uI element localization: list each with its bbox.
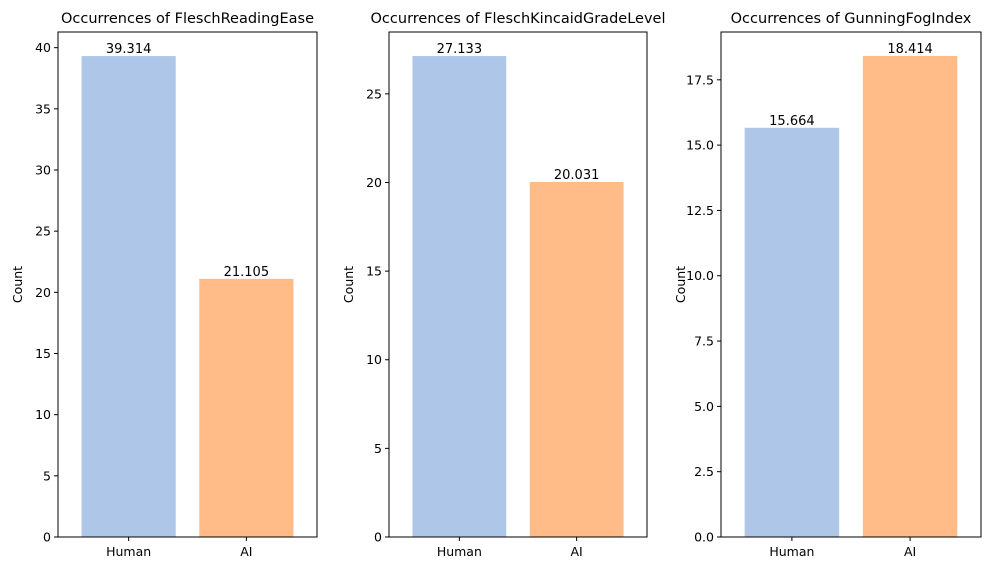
bar-human	[744, 127, 840, 537]
x-tick-label: Human	[106, 544, 151, 559]
y-tick-label: 0	[374, 530, 382, 545]
bar-human	[81, 56, 176, 537]
axes-frame	[720, 31, 982, 538]
y-tick-label: 10	[35, 407, 51, 422]
axes-frame	[388, 31, 648, 538]
y-axis-label: Count	[10, 266, 25, 303]
y-tick-label: 25	[35, 224, 51, 239]
bar-value-label: 15.664	[769, 114, 815, 129]
y-tick-label: 10.0	[686, 268, 714, 283]
y-tick-label: 25	[366, 86, 382, 101]
y-axis-label: Count	[341, 266, 356, 303]
y-tick-label: 0	[43, 530, 51, 545]
x-tick-label: Human	[769, 544, 814, 559]
chart-panel-3: 15.664 18.414 0.0 2.5 5.0 7.5 10.0 12.5 15.0 17.5…	[673, 11, 982, 559]
y-tick-label: 12.5	[686, 203, 714, 218]
bar-ai	[862, 55, 958, 538]
y-tick-label: 40	[35, 40, 51, 55]
bar-ai	[199, 278, 294, 537]
chart-panel-2: 27.133 20.031 0 5 10 15 20 25 Human AI Count Occurr…	[341, 11, 665, 559]
bar-human	[412, 56, 507, 537]
x-tick-label: AI	[904, 544, 916, 559]
bar-ai	[529, 181, 624, 537]
x-tick-label: AI	[571, 544, 583, 559]
x-tick-label: Human	[437, 544, 482, 559]
y-axis-label: Count	[673, 266, 688, 303]
y-tick-label: 0.0	[694, 530, 714, 545]
chart-panel-1: 39.314 21.105 0 5 10 15 20 25 30 35 40 Human AI Count…	[10, 11, 318, 559]
bar-value-label: 39.314	[106, 42, 152, 57]
y-tick-label: 30	[35, 162, 51, 177]
y-tick-label: 2.5	[694, 464, 714, 479]
x-tick-label: AI	[240, 544, 252, 559]
y-tick-label: 20	[366, 175, 382, 190]
y-tick-label: 15	[35, 346, 51, 361]
y-tick-label: 17.5	[686, 72, 714, 87]
y-tick-label: 5	[374, 441, 382, 456]
y-tick-label: 5.0	[694, 399, 714, 414]
chart-title: Occurrences of FleschReadingEase	[61, 11, 314, 27]
bar-value-label: 18.414	[887, 42, 933, 57]
bar-value-label: 27.133	[437, 42, 483, 57]
chart-title: Occurrences of FleschKincaidGradeLevel	[371, 11, 666, 27]
y-tick-label: 15.0	[686, 138, 714, 153]
axes-frame	[57, 31, 318, 538]
y-tick-label: 10	[366, 352, 382, 367]
y-tick-label: 20	[35, 285, 51, 300]
bar-value-label: 20.031	[554, 168, 600, 183]
y-tick-label: 35	[35, 101, 51, 116]
y-tick-label: 7.5	[694, 334, 714, 349]
chart-title: Occurrences of GunningFogIndex	[731, 11, 972, 27]
y-tick-label: 5	[43, 468, 51, 483]
y-tick-label: 15	[366, 264, 382, 279]
bar-value-label: 21.105	[224, 265, 270, 280]
